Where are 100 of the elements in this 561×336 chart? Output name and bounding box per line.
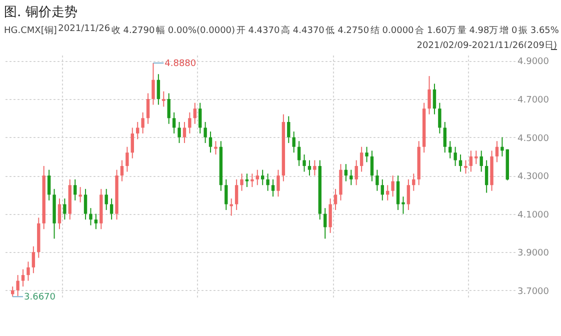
- y-tick-label: 4.3000: [518, 172, 550, 182]
- candlestick: [156, 74, 160, 106]
- candlestick: [328, 198, 332, 234]
- text: 2021/02/09-2021/11/26(209日): [416, 40, 557, 52]
- text: 量 4.98万: [457, 24, 498, 37]
- candlestick: [432, 83, 436, 115]
- candlestick: [120, 160, 124, 182]
- candlestick: [428, 76, 431, 115]
- candlestick: [188, 112, 192, 134]
- candlestick: [360, 146, 364, 172]
- candlestick: [313, 160, 316, 176]
- candlestick: [208, 131, 212, 154]
- candlestick: [287, 116, 290, 144]
- y-tick-label: 4.5000: [518, 134, 550, 144]
- text: 开 4.4370: [236, 25, 280, 37]
- candlestick: [26, 261, 30, 282]
- candlestick: [245, 173, 249, 188]
- candlestick: [104, 188, 108, 210]
- candlestick: [74, 178, 77, 201]
- candlestick: [396, 175, 400, 210]
- text: 合 1.60万: [415, 24, 456, 37]
- candlestick: [162, 90, 166, 108]
- candlestick: [438, 102, 442, 134]
- candlestick: [480, 150, 483, 172]
- y-tick-label: 4.7000: [518, 96, 550, 106]
- text: 增 0: [500, 24, 518, 37]
- candlestick: [136, 121, 140, 140]
- candlestick: [16, 274, 20, 297]
- candlestick: [454, 146, 457, 166]
- annotation: 3.6670: [24, 292, 56, 303]
- candlestick: [193, 102, 196, 124]
- candlestick: [469, 150, 473, 172]
- candlestick: [224, 178, 228, 210]
- candlestick: [58, 198, 62, 230]
- candlestick: [370, 150, 374, 182]
- candlestick: [234, 178, 238, 210]
- candlestick: [495, 140, 499, 163]
- candlestick: [32, 246, 36, 274]
- candlestick: [126, 146, 129, 172]
- candlestick: [334, 188, 338, 210]
- candlestick: [484, 160, 488, 194]
- candlestick: [250, 173, 254, 188]
- text: 收 4.2790: [111, 25, 155, 37]
- candlestick: [276, 169, 280, 198]
- candlestick: [214, 140, 218, 155]
- candlestick: [308, 160, 312, 176]
- candlestick: [141, 112, 144, 134]
- text: 高 4.4370: [281, 24, 324, 37]
- candlestick: [84, 188, 88, 220]
- y-tick-label: 3.7000: [518, 286, 550, 297]
- candlestick: [130, 127, 134, 159]
- text: 2021/11/26: [58, 24, 110, 36]
- candlestick: [204, 121, 207, 144]
- y-tick-label: 4.1000: [518, 210, 550, 220]
- candlestick: [324, 208, 327, 240]
- candlestick: [240, 173, 244, 192]
- candlestick: [302, 154, 306, 172]
- candlestick: [110, 198, 114, 220]
- annotation: 4.8880: [164, 59, 196, 70]
- candlestick: [94, 213, 98, 230]
- candlestick: [182, 121, 186, 144]
- text: HG.CMX[铜]: [4, 25, 57, 37]
- y-tick-label: 4.9000: [518, 57, 550, 68]
- candlestick: [412, 173, 416, 192]
- candlestick: [297, 140, 301, 166]
- text: 幅 0.00%(0.0000): [156, 24, 236, 37]
- candlestick: [458, 154, 462, 172]
- candlestick: [354, 160, 358, 186]
- candlestick: [500, 136, 504, 157]
- candlestick: [365, 146, 368, 163]
- text: 结 0.0000: [370, 24, 414, 37]
- text: 振 3.65%: [518, 24, 559, 37]
- candlestick: [391, 175, 394, 198]
- candlestick: [380, 178, 384, 201]
- candlestick: [376, 169, 379, 192]
- candlestick: [474, 150, 478, 165]
- candlestick: [178, 121, 181, 144]
- candlestick: [292, 131, 296, 154]
- candlestick: [172, 112, 176, 134]
- candlestick: [344, 164, 348, 182]
- candlestick: [256, 169, 259, 186]
- candlestick: [63, 198, 66, 220]
- text: 低 4.2750: [326, 25, 370, 37]
- candlestick: [146, 92, 150, 124]
- candlestick: [198, 102, 202, 134]
- candlestick: [47, 169, 51, 201]
- candlestick: [271, 178, 275, 198]
- candlestick: [21, 268, 25, 288]
- candlestick: [443, 121, 446, 154]
- candlestick: [406, 178, 410, 210]
- candlestick: [152, 62, 155, 106]
- candlestick: [464, 160, 468, 174]
- candlestick: [448, 140, 452, 159]
- chart-title: 图. 铜价走势: [4, 4, 78, 21]
- candlestick: [230, 198, 233, 216]
- y-tick-label: 3.9000: [518, 248, 550, 259]
- candlestick: [89, 208, 92, 226]
- candlestick: [78, 186, 82, 203]
- candlestick: [350, 169, 353, 186]
- candlestick: [266, 173, 270, 192]
